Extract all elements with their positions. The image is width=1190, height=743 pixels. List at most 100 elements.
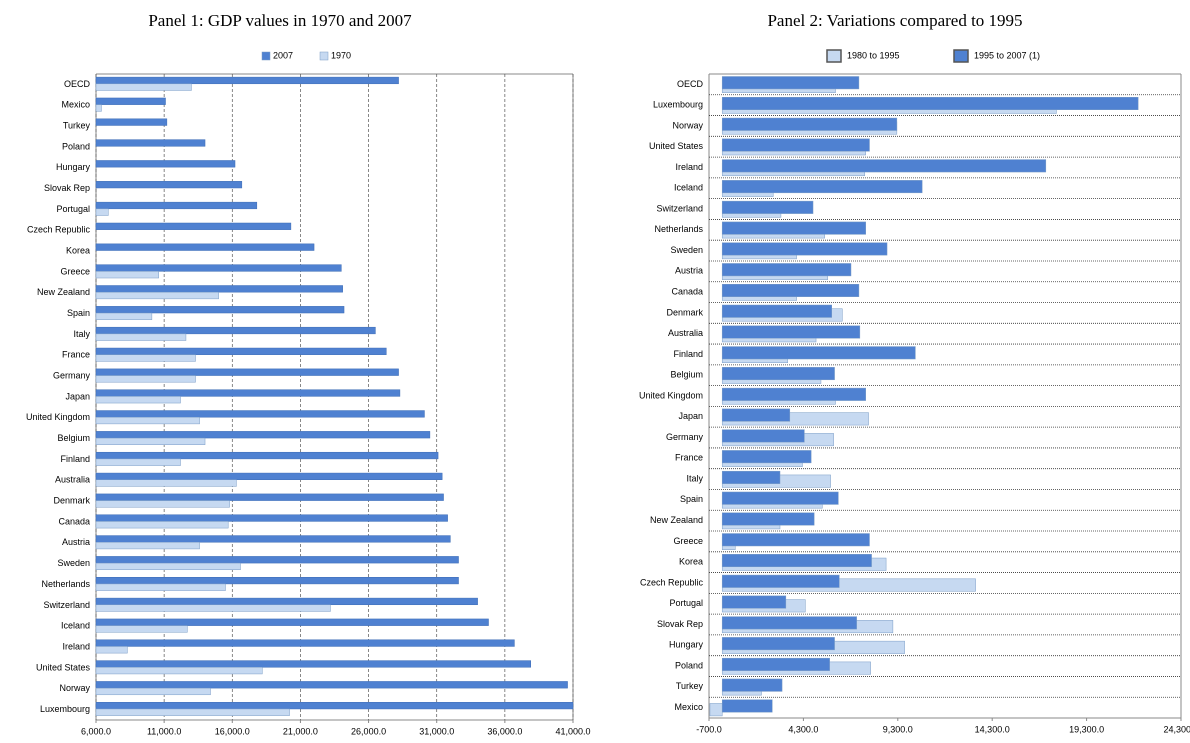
bar	[721, 450, 812, 464]
bar	[95, 437, 206, 445]
y-tick-label: Switzerland	[43, 600, 90, 610]
bar	[721, 512, 815, 526]
legend-label: 1995 to 2007 (1)	[974, 50, 1040, 60]
bar	[721, 470, 781, 484]
y-tick-label: Portugal	[669, 598, 703, 608]
bar	[721, 616, 857, 630]
y-tick-label: Japan	[65, 391, 90, 401]
bar	[95, 333, 187, 341]
bar	[95, 76, 399, 85]
y-tick-label: Switzerland	[656, 203, 703, 213]
x-tick-label: 41,000.0	[555, 726, 590, 736]
bar	[95, 264, 342, 272]
y-tick-label: Norway	[672, 120, 703, 130]
bar	[721, 367, 835, 381]
y-tick-label: Ireland	[675, 162, 703, 172]
y-tick-label: Italy	[686, 473, 703, 483]
bar	[95, 541, 200, 550]
bar	[95, 604, 331, 612]
y-tick-label: Australia	[55, 475, 90, 485]
bar	[721, 533, 870, 547]
bar	[721, 76, 860, 90]
y-tick-label: Austria	[675, 266, 703, 276]
bar	[95, 562, 241, 571]
bar	[721, 325, 861, 339]
y-tick-label: Canada	[671, 287, 703, 297]
bar	[721, 346, 916, 360]
y-tick-label: United States	[649, 141, 704, 151]
bar	[95, 667, 263, 675]
bar	[721, 304, 832, 318]
y-tick-label: Hungary	[56, 162, 91, 172]
bar	[95, 521, 229, 529]
legend-label: 1980 to 1995	[847, 50, 900, 60]
bar	[95, 681, 568, 689]
y-tick-label: Belgium	[57, 433, 90, 443]
bar	[95, 493, 444, 501]
y-tick-label: Czech Republic	[640, 577, 704, 587]
y-tick-label: Sweden	[57, 558, 90, 568]
bar	[95, 687, 211, 696]
bar	[721, 242, 888, 256]
bar	[95, 583, 226, 591]
x-tick-label: 11,000.0	[147, 726, 181, 736]
y-tick-label: Italy	[73, 329, 90, 339]
bar	[95, 556, 459, 564]
bar	[721, 574, 840, 588]
bar	[95, 271, 159, 279]
bar	[95, 354, 196, 362]
bar	[95, 708, 290, 716]
bar	[95, 375, 196, 383]
bar	[95, 479, 237, 487]
x-tick-label: 6,000.0	[81, 726, 111, 736]
bar	[721, 678, 783, 692]
y-tick-label: United Kingdom	[26, 412, 90, 422]
bar	[95, 139, 206, 147]
y-tick-label: Australia	[668, 328, 703, 338]
x-tick-label: 21,000.0	[283, 726, 318, 736]
y-tick-label: Czech Republic	[27, 225, 91, 235]
bar	[95, 597, 478, 606]
bar	[721, 595, 787, 609]
chart-title: Panel 1: GDP values in 1970 and 2007	[148, 11, 412, 30]
bar	[721, 97, 1139, 110]
bar	[95, 160, 236, 168]
x-tick-label: 31,000.0	[419, 726, 454, 736]
bar	[95, 389, 401, 397]
y-tick-label: New Zealand	[650, 515, 703, 525]
legend-swatch	[953, 49, 969, 63]
bar	[721, 637, 835, 651]
bar	[95, 660, 532, 668]
y-tick-label: Spain	[680, 494, 703, 504]
bar	[721, 657, 830, 671]
bar	[95, 201, 258, 210]
y-tick-label: Mexico	[61, 100, 90, 110]
y-tick-label: United Kingdom	[639, 390, 703, 400]
y-tick-label: Finland	[60, 454, 90, 464]
legend-swatch	[826, 49, 842, 63]
chart-title: Panel 2: Variations compared to 1995	[767, 11, 1022, 30]
bar	[721, 200, 814, 214]
bar	[95, 208, 109, 216]
x-tick-label: 36,000.0	[487, 726, 522, 736]
y-tick-label: Slovak Rep	[657, 619, 703, 629]
bar	[95, 326, 376, 335]
bar	[95, 347, 387, 355]
y-tick-label: Germany	[53, 371, 91, 381]
bar	[95, 104, 102, 112]
x-tick-label: 14,300.0	[975, 724, 1010, 734]
y-tick-label: Spain	[67, 308, 90, 318]
bar	[95, 625, 188, 633]
bar	[95, 312, 153, 320]
y-tick-label: Ireland	[62, 641, 90, 651]
y-tick-label: Slovak Rep	[44, 183, 90, 193]
y-tick-label: Korea	[679, 557, 703, 567]
bar	[95, 243, 315, 251]
bar	[95, 458, 181, 466]
y-tick-label: France	[675, 453, 703, 463]
y-tick-label: Netherlands	[41, 579, 90, 589]
bar	[95, 618, 489, 626]
bar	[95, 118, 168, 126]
legend-label: 1970	[331, 50, 351, 60]
